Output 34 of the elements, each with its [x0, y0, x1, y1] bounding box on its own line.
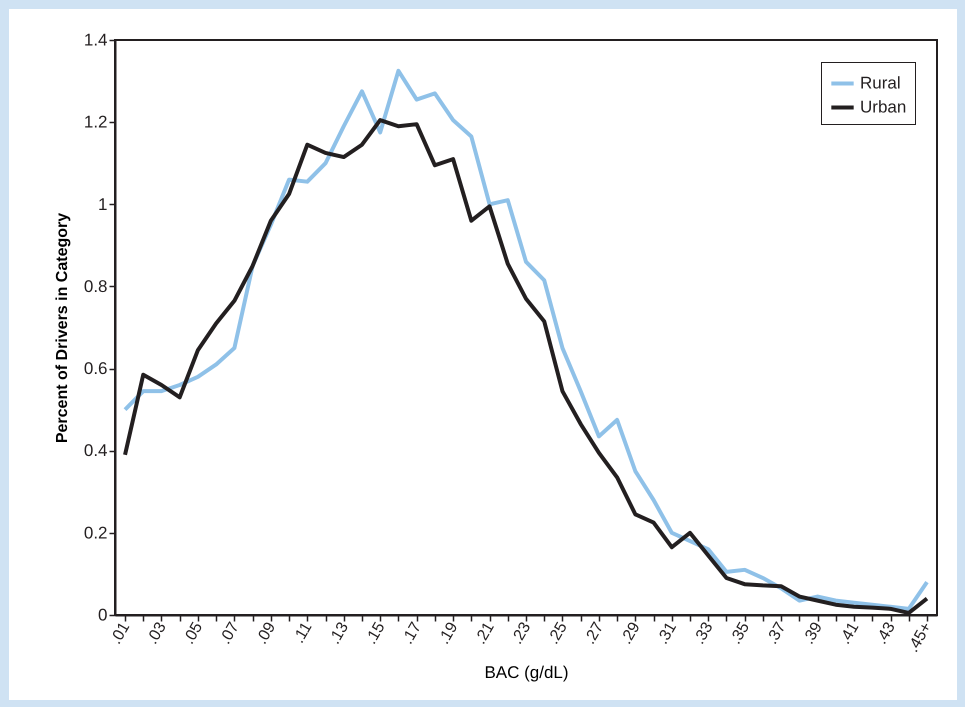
x-tick-label: .17	[399, 619, 425, 648]
legend-label: Urban	[860, 98, 906, 116]
x-tick-label: .41	[836, 619, 862, 648]
x-tick-label: .35	[727, 619, 754, 648]
y-tick-label: 1.4	[84, 30, 108, 50]
x-tick-label: .15	[362, 619, 389, 648]
x-tick-label: .23	[508, 619, 534, 648]
y-tick-label: 0.8	[84, 276, 108, 296]
x-tick-label: .37	[764, 619, 790, 648]
x-tick-label: .29	[618, 619, 644, 648]
y-tick-label: 0.4	[84, 441, 108, 460]
y-tick-label: 0	[98, 606, 108, 624]
legend-label: Rural	[860, 74, 901, 92]
x-tick-label: .33	[690, 619, 717, 648]
y-tick-label: 0.2	[84, 523, 108, 542]
x-axis-title: BAC (g/dL)	[484, 662, 569, 682]
x-tick-label: .03	[144, 619, 170, 648]
x-tick-label: .25	[544, 619, 571, 648]
x-tick-label: .09	[253, 619, 280, 648]
x-tick-label: .21	[472, 619, 498, 648]
y-tick-label: 1.2	[84, 112, 108, 132]
x-tick-label: .01	[107, 619, 134, 648]
x-tick-label: .31	[654, 619, 680, 648]
y-tick-label: 1	[98, 194, 108, 214]
x-tick-label: .07	[216, 619, 243, 648]
x-tick-label: .43	[872, 619, 899, 648]
y-tick-label: 0.6	[84, 359, 108, 378]
x-tick-label: .13	[326, 619, 352, 648]
x-tick-label: .19	[436, 619, 462, 648]
y-axis-title: Percent of Drivers in Category	[54, 212, 71, 444]
x-tick-label: .05	[180, 619, 206, 648]
x-tick-label: .11	[290, 619, 316, 646]
x-tick-label: .39	[800, 619, 826, 648]
x-tick-label: .27	[581, 619, 608, 648]
